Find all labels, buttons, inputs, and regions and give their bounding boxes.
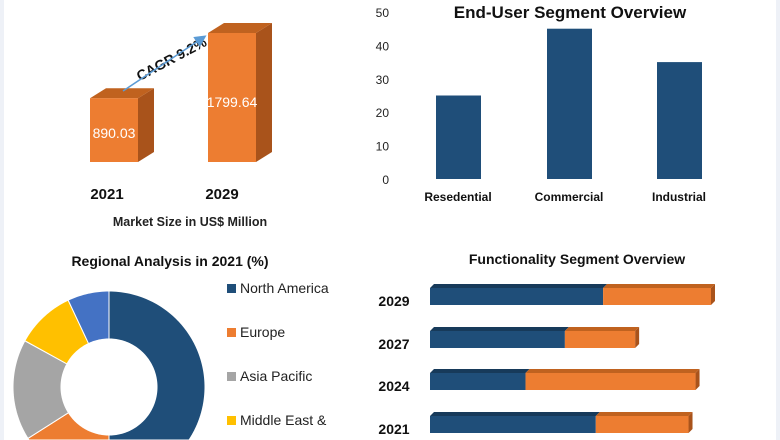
legend-swatch [227, 416, 236, 425]
bar-top-b [564, 327, 640, 331]
bar-side [695, 369, 700, 390]
x-tick: Commercial [535, 190, 604, 204]
legend-swatch [227, 328, 236, 337]
bar-side-2021 [138, 88, 154, 162]
y-tick-2021: 2021 [378, 421, 409, 437]
bar-segment-series-2-2024 [525, 373, 696, 390]
bar-side [711, 284, 715, 305]
bar-top-b [603, 284, 715, 288]
bar-top-a [430, 327, 569, 331]
legend-swatch [227, 372, 236, 381]
regional-donut: North America Europe Asia Pacific Middle Ea… [12, 280, 329, 440]
functionality-chart: 2029 2027 2024 2021 [378, 284, 715, 437]
legend-label: Middle East & [240, 412, 327, 428]
bar-segment-series-1-2021 [430, 416, 596, 433]
bar-segment-series-1-2024 [430, 373, 526, 390]
end-user-chart: 0 10 20 30 40 50 Resedential Commercial Industri… [376, 6, 706, 204]
y-tick-2029: 2029 [378, 293, 409, 309]
y-tick: 50 [376, 6, 390, 20]
donut-slice-1 [27, 412, 110, 440]
y-tick: 10 [376, 140, 390, 154]
frame-edge-left [0, 0, 4, 440]
donut-slice-4 [67, 290, 110, 345]
bar-segment-series-1-2029 [430, 288, 604, 305]
bar-segment-series-2-2027 [564, 331, 636, 348]
bar-top-a [430, 412, 600, 416]
bar-top-b [525, 369, 700, 373]
bar-top-b [595, 412, 693, 416]
bar-2021 [90, 98, 138, 162]
regional-title: Regional Analysis in 2021 (%) [71, 253, 268, 269]
y-tick: 20 [376, 106, 390, 120]
bar-top-a [430, 369, 530, 373]
x-tick-2021: 2021 [90, 186, 123, 203]
legend-label: North America [240, 280, 329, 296]
market-size-xlabel: Market Size in US$ Million [113, 215, 267, 229]
frame-edge-right [776, 0, 780, 440]
bar-resedential [436, 95, 481, 179]
functionality-title: Functionality Segment Overview [469, 251, 685, 267]
bar-segment-series-1-2027 [430, 331, 565, 348]
y-tick-2027: 2027 [378, 336, 409, 352]
bar-side [688, 412, 693, 433]
legend-label: Asia Pacific [240, 368, 312, 384]
bar-2029 [208, 33, 256, 162]
bar-side [635, 327, 640, 348]
legend-swatch [227, 284, 236, 293]
bar-industrial [657, 62, 702, 179]
bar-segment-series-2-2021 [595, 416, 689, 433]
cagr-arrow [122, 35, 207, 92]
x-tick-2029: 2029 [205, 186, 238, 203]
market-size-chart: 890.03 1799.64 [90, 23, 272, 162]
y-tick-2024: 2024 [378, 378, 409, 394]
data-label-2021: 890.03 [93, 125, 136, 141]
data-label-2029: 1799.64 [207, 94, 258, 110]
x-tick: Resedential [424, 190, 491, 204]
bar-top-2021 [90, 88, 154, 99]
donut-slice-0 [108, 290, 206, 440]
bar-segment-series-2-2029 [603, 288, 711, 305]
x-tick: Industrial [652, 190, 706, 204]
y-tick: 0 [382, 173, 389, 187]
bar-side-2029 [256, 23, 272, 162]
bar-top-a [430, 284, 608, 288]
end-user-title: End-User Segment Overview [454, 3, 687, 22]
bar-top-2029 [208, 23, 272, 33]
y-tick: 40 [376, 39, 390, 53]
legend-label: Europe [240, 324, 285, 340]
bar-commercial [547, 28, 592, 180]
y-tick: 30 [376, 73, 390, 87]
